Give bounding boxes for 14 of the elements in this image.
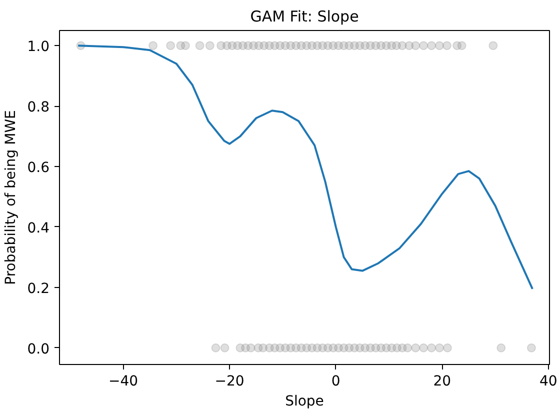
y-tick-label: 1.0 [27, 39, 50, 56]
x-tick-label: 20 [433, 374, 452, 390]
x-tick-label: −20 [214, 374, 244, 390]
y-tick-label: 0.8 [27, 100, 50, 116]
x-tick-label: 40 [540, 374, 557, 390]
y-tick-label: 0.0 [27, 341, 50, 358]
y-tick-label: 0.6 [27, 160, 50, 176]
x-tick-label: −40 [108, 374, 138, 390]
x-tick-label: 0 [331, 374, 340, 390]
y-axis-title: Probability of being MWE [3, 110, 20, 285]
x-axis-title: Slope [285, 394, 324, 410]
y-tick-label: 0.4 [27, 220, 50, 236]
chart-title: GAM Fit: Slope [250, 8, 359, 26]
y-tick-label: 0.2 [27, 280, 50, 297]
